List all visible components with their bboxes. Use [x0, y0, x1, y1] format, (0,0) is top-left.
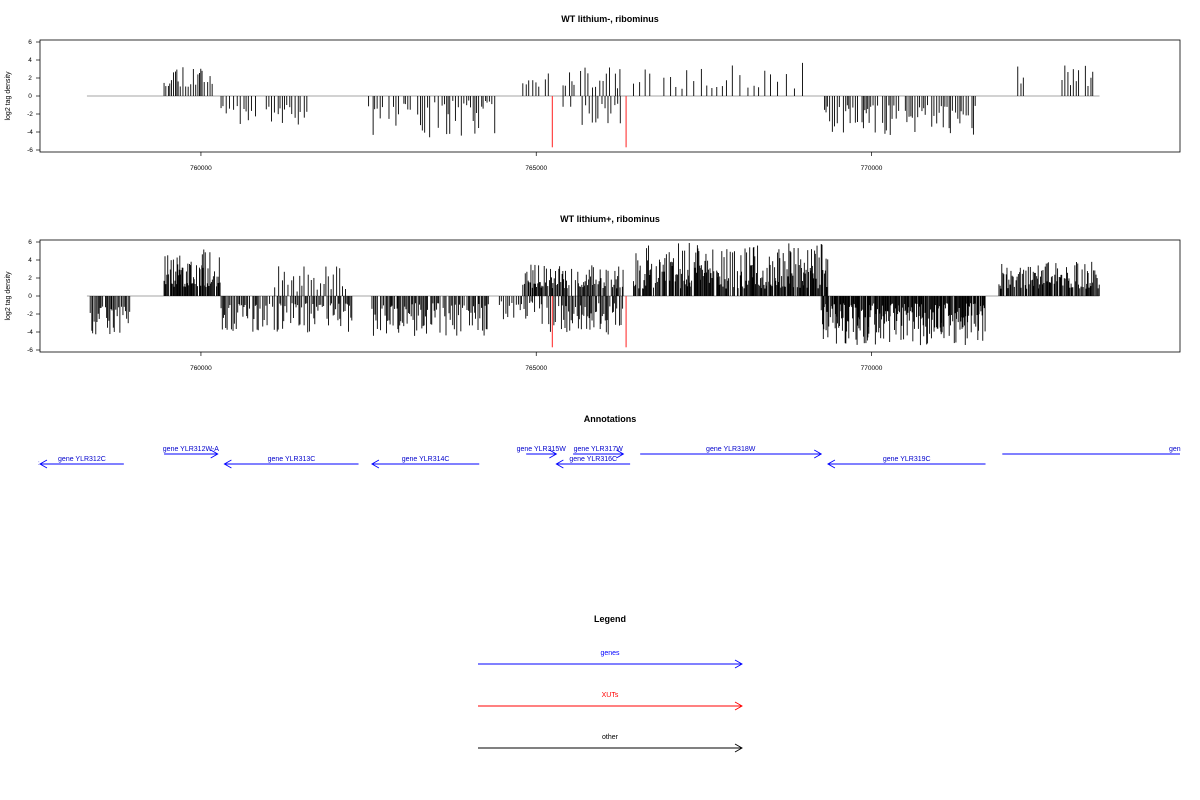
legend-arrowhead: [734, 701, 743, 711]
bars: [86, 242, 1100, 348]
y-tick-label: 4: [28, 257, 32, 264]
gene-annotation[interactable]: gene YLR312C: [39, 456, 124, 469]
gene-label: gene YLR313C: [268, 456, 316, 463]
gene-annotation[interactable]: gene YLR315W: [517, 446, 567, 459]
gene-arrowhead: [616, 449, 625, 459]
gene-arrowhead: [210, 449, 219, 459]
annotation-edge-mark: :: [38, 461, 40, 467]
gene-arrowhead: [814, 449, 823, 459]
gene-label: gene YLR315W: [517, 446, 567, 453]
gene-label: gene YLR316C: [569, 456, 617, 463]
legend-arrowhead: [734, 743, 743, 753]
y-tick-label: -2: [27, 111, 33, 118]
y-tick-label: -4: [27, 129, 33, 136]
legend-label: XUTs: [602, 692, 619, 699]
y-tick-label: 6: [28, 239, 32, 246]
y-axis-label: log2 tag density: [5, 271, 12, 321]
gene-arrowhead: [827, 459, 836, 469]
chart-panel-lithium-minus: WT lithium-, ribominus log2 tag density …: [5, 14, 1181, 172]
y-tick-label: 0: [28, 293, 32, 300]
gene-label: gen: [1169, 446, 1181, 453]
legend-item: XUTs: [478, 692, 743, 711]
chart-title: WT lithium-, ribominus: [561, 14, 659, 24]
y-tick-label: 6: [28, 39, 32, 46]
y-tick-label: 0: [28, 93, 32, 100]
gene-label: gene YLR317W: [574, 446, 624, 453]
y-tick-label: -6: [27, 147, 33, 154]
gene-label: gene YLR318W: [706, 446, 756, 453]
gene-label: gene YLR312C: [58, 456, 106, 463]
gene-list: gene YLR312C gene YLR312W-A gene YLR313C ge…: [39, 446, 1181, 469]
x-tick-label: 770000: [861, 365, 883, 372]
gene-annotation[interactable]: gene YLR318W: [640, 446, 823, 459]
x-tick-label: 765000: [525, 165, 547, 172]
y-tick-label: 2: [28, 75, 32, 82]
y-tick-label: -2: [27, 311, 33, 318]
chart-title: WT lithium+, ribominus: [560, 214, 660, 224]
gene-arrowhead: [39, 459, 48, 469]
axes: -6 -4 -2 0 2 4 6 760000 765000 770000: [27, 239, 883, 372]
legend-label: genes: [600, 650, 620, 657]
legend-item: other: [478, 734, 743, 753]
gene-label: gene YLR314C: [402, 456, 450, 463]
y-tick-label: -6: [27, 347, 33, 354]
legend-item: genes: [478, 650, 743, 669]
gene-arrowhead: [555, 459, 564, 469]
gene-annotation[interactable]: gene YLR312W-A: [163, 446, 219, 459]
gene-annotation[interactable]: gen: [1002, 446, 1181, 455]
gene-arrowhead: [223, 459, 232, 469]
y-tick-label: -4: [27, 329, 33, 336]
legend: Legend genes XUTs other: [478, 614, 743, 753]
legend-label: other: [602, 734, 619, 741]
bars: [86, 62, 1100, 148]
legend-items: genes XUTs other: [478, 650, 743, 753]
annotations-title: Annotations: [584, 414, 637, 424]
gene-arrowhead: [549, 449, 558, 459]
x-tick-label: 770000: [861, 165, 883, 172]
legend-title: Legend: [594, 614, 626, 624]
gene-label: gene YLR312W-A: [163, 446, 219, 453]
gene-annotation[interactable]: gene YLR313C: [223, 456, 359, 469]
x-tick-label: 760000: [190, 165, 212, 172]
gene-annotation[interactable]: gene YLR319C: [827, 456, 986, 469]
x-tick-label: 760000: [190, 365, 212, 372]
gene-label: gene YLR319C: [883, 456, 931, 463]
gene-annotation[interactable]: gene YLR316C: [555, 456, 631, 469]
gene-arrowhead: [371, 459, 380, 469]
chart-panel-lithium-plus: WT lithium+, ribominus log2 tag density …: [5, 214, 1181, 372]
y-tick-label: 2: [28, 275, 32, 282]
axes: -6 -4 -2 0 2 4 6 760000 765000 770000: [27, 39, 883, 172]
annotations-track: Annotations : gene YLR312C gene YLR312W-A…: [38, 414, 1181, 469]
y-axis-label: log2 tag density: [5, 71, 12, 121]
gene-annotation[interactable]: gene YLR317W: [573, 446, 625, 459]
gene-annotation[interactable]: gene YLR314C: [371, 456, 480, 469]
y-tick-label: 4: [28, 57, 32, 64]
legend-arrowhead: [734, 659, 743, 669]
x-tick-label: 765000: [525, 365, 547, 372]
